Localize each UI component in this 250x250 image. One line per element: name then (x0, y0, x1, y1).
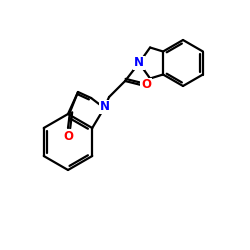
Text: N: N (134, 56, 144, 70)
Text: O: O (63, 130, 73, 142)
Text: N: N (100, 100, 110, 114)
Text: O: O (141, 78, 151, 92)
